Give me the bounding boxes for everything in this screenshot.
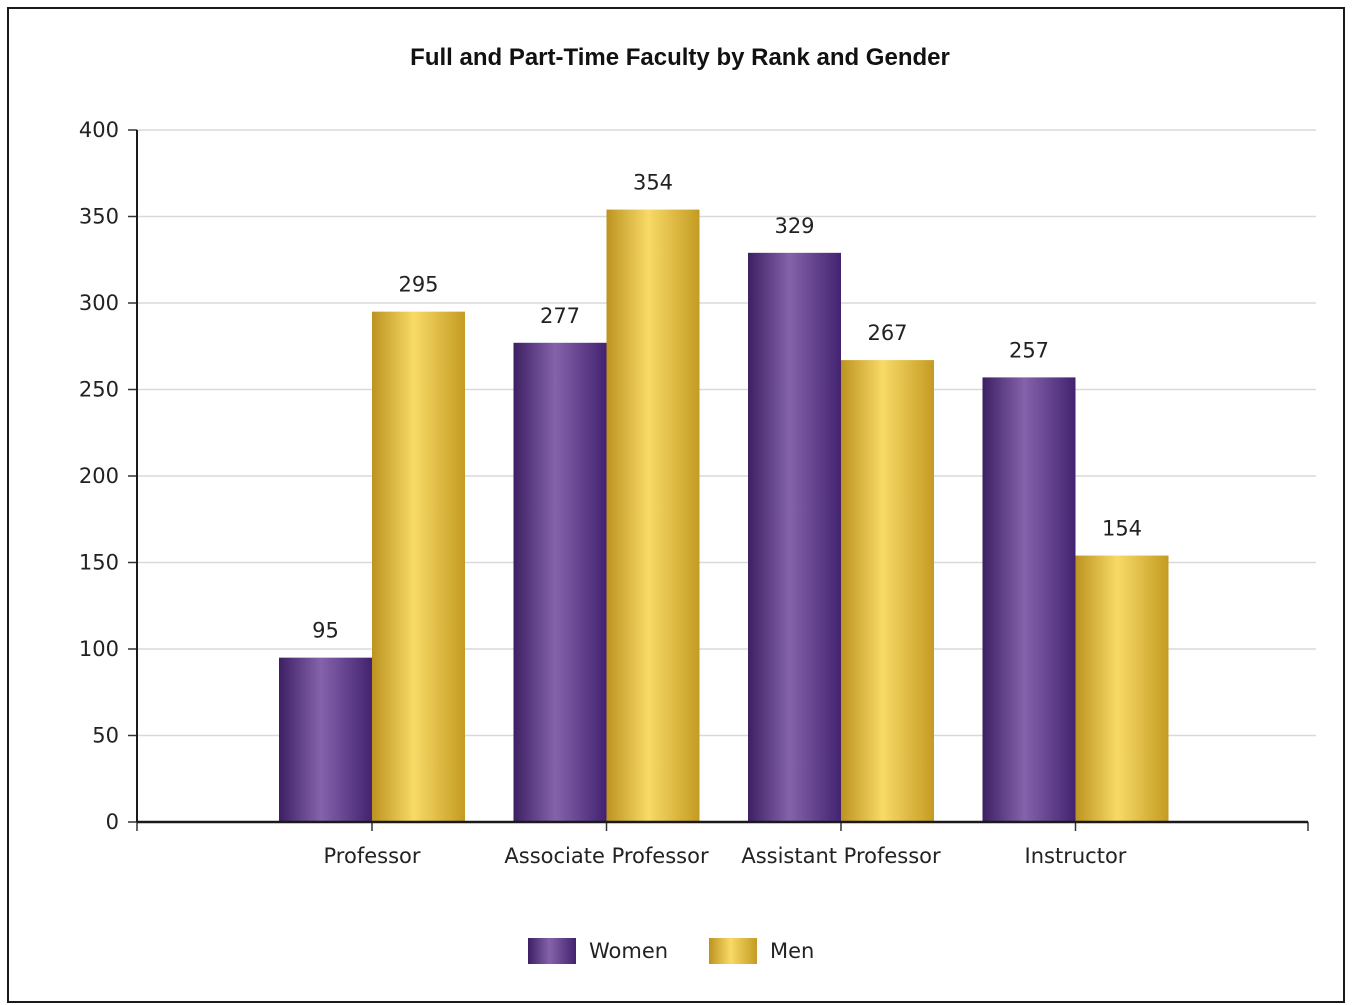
- bar-men: [372, 311, 465, 822]
- axes: [128, 129, 1309, 831]
- y-tick-label: 200: [79, 464, 119, 488]
- y-tick-label: 300: [79, 291, 119, 315]
- bars: [279, 209, 1169, 822]
- y-tick-label: 250: [79, 378, 119, 402]
- data-label-men: 295: [398, 273, 438, 297]
- bar-women: [513, 342, 607, 822]
- bar-women: [279, 657, 372, 822]
- bar-women: [982, 377, 1076, 822]
- labels: 0 50 100 150 200 250 300 350 400 95 295 Professor 27…: [79, 118, 1142, 868]
- legend: Women Men: [528, 938, 814, 964]
- data-label-men: 267: [867, 321, 907, 345]
- data-label-men: 354: [633, 171, 673, 195]
- legend-swatch-women: [528, 938, 576, 964]
- chart-title: Full and Part-Time Faculty by Rank and G…: [410, 44, 950, 71]
- data-label-women: 277: [540, 304, 580, 328]
- legend-label-men: Men: [770, 939, 814, 963]
- data-label-men: 154: [1102, 517, 1142, 541]
- data-label-women: 329: [774, 214, 814, 238]
- legend-swatch-men: [709, 938, 757, 964]
- x-tick-label: Instructor: [1025, 844, 1127, 868]
- y-tick-label: 350: [79, 205, 119, 229]
- x-tick-label: Assistant Professor: [741, 844, 941, 868]
- data-label-women: 95: [312, 619, 339, 643]
- y-tick-label: 100: [79, 637, 119, 661]
- y-tick-label: 150: [79, 551, 119, 575]
- bar-women: [748, 252, 841, 822]
- y-tick-label: 50: [92, 724, 119, 748]
- bar-men: [841, 360, 934, 822]
- bar-men: [606, 209, 700, 822]
- data-label-women: 257: [1009, 338, 1049, 362]
- y-tick-label: 0: [106, 810, 119, 834]
- x-tick-label: Professor: [324, 844, 421, 868]
- y-tick-label: 400: [79, 118, 119, 142]
- x-tick-label: Associate Professor: [504, 844, 709, 868]
- bar-men: [1075, 555, 1169, 822]
- legend-label-women: Women: [589, 939, 668, 963]
